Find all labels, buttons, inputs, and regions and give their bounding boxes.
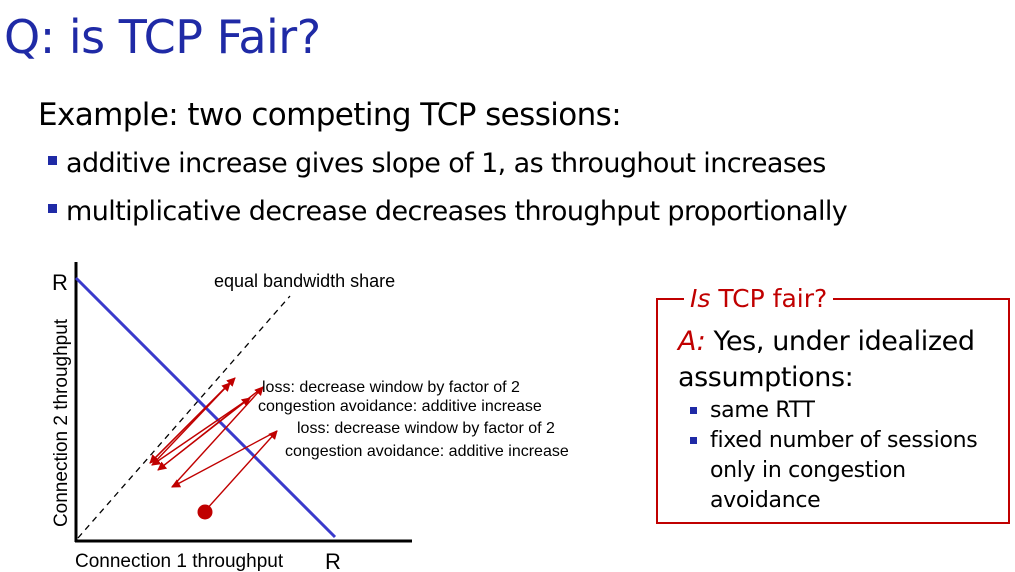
bullet-item: additive increase gives slope of 1, as t… xyxy=(48,148,826,179)
list-item: fixed number of sessions only in congest… xyxy=(688,426,1008,516)
bullet-text: multiplicative decrease decreases throug… xyxy=(66,196,848,227)
x-axis-label: Connection 1 throughput xyxy=(75,551,284,572)
x-max-label: R xyxy=(325,549,341,572)
callout-heading: Is TCP fair? xyxy=(684,284,834,313)
trajectory-arrow xyxy=(171,386,264,488)
trajectory-arrow xyxy=(149,377,236,464)
y-axis-label: Connection 2 throughput xyxy=(51,318,72,527)
list-item-text: fixed number of sessions only in congest… xyxy=(710,428,978,513)
trajectory xyxy=(149,377,278,512)
trajectory-arrow xyxy=(157,397,251,471)
bullet-square-icon xyxy=(48,156,57,165)
trajectory-arrow xyxy=(204,430,278,512)
bullet-square-icon xyxy=(690,407,697,414)
bullet-square-icon xyxy=(690,437,697,444)
callout-heading-text: TCP fair? xyxy=(710,284,828,313)
answer-prefix: A: xyxy=(678,326,706,357)
annotation-avoidance: congestion avoidance: additive increase xyxy=(258,398,542,415)
callout-answer: A: Yes, under idealized assumptions: xyxy=(678,324,998,396)
equal-share-label: equal bandwidth share xyxy=(214,271,395,291)
bullet-text: additive increase gives slope of 1, as t… xyxy=(66,148,826,179)
list-item: same RTT xyxy=(688,396,1008,426)
trajectory-arrow xyxy=(151,397,251,466)
equal-share-line xyxy=(77,295,291,539)
list-item-text: same RTT xyxy=(710,398,815,423)
assumption-list: same RTT fixed number of sessions only i… xyxy=(688,396,1008,516)
slide-subtitle: Example: two competing TCP sessions: xyxy=(38,97,622,133)
bullet-square-icon xyxy=(48,204,57,213)
answer-text: Yes, under idealized assumptions: xyxy=(678,326,975,393)
slide-title: Q: is TCP Fair? xyxy=(4,10,321,64)
annotation-loss: loss: decrease window by factor of 2 xyxy=(297,420,555,437)
start-point xyxy=(197,504,213,520)
callout-heading-italic: Is xyxy=(690,284,711,313)
annotation-avoidance: congestion avoidance: additive increase xyxy=(285,443,569,460)
annotation-loss: loss: decrease window by factor of 2 xyxy=(262,379,520,396)
fairness-callout: Is TCP fair? A: Yes, under idealized ass… xyxy=(656,284,1010,524)
y-max-label: R xyxy=(52,270,68,295)
trajectory-arrow xyxy=(171,430,278,488)
bullet-item: multiplicative decrease decreases throug… xyxy=(48,196,848,227)
